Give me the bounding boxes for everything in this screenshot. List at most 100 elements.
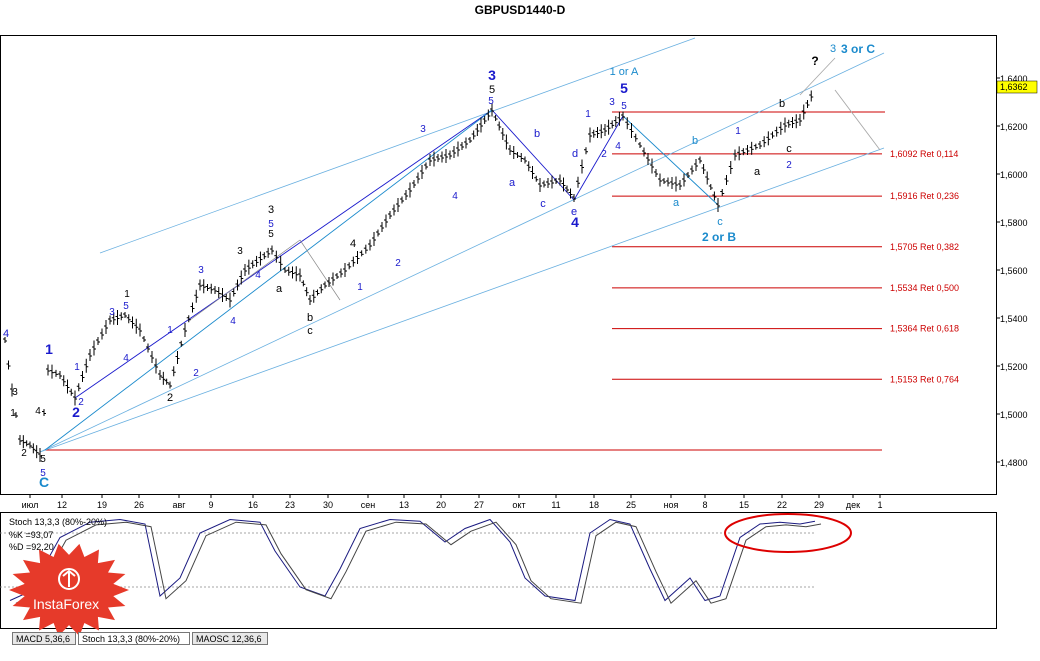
x-tick-label: ноя <box>664 500 679 510</box>
wave-label: 4 <box>571 214 579 230</box>
wave-label: 4 <box>255 270 261 281</box>
tab-stoch[interactable]: Stoch 13,3,3 (80%-20%) <box>78 632 190 645</box>
x-tick-label: 27 <box>474 500 484 510</box>
wave-label: 5 <box>40 468 46 479</box>
wave-label: a <box>754 166 761 178</box>
last-price-badge <box>996 80 1038 94</box>
wave-label: 3 or C <box>841 42 875 56</box>
wave-label: 4 <box>452 191 458 202</box>
x-tick-label: дек <box>846 500 860 510</box>
stochastic-indicator <box>0 518 822 605</box>
price-bars <box>3 90 814 462</box>
wave-label: 1 <box>735 126 741 137</box>
wave-label: a <box>673 197 680 209</box>
highlight-ellipse <box>724 513 852 553</box>
wave-label: b <box>779 98 785 110</box>
channel-line <box>799 57 836 96</box>
y-tick-label: 1,6000 <box>1000 170 1028 180</box>
stoch-d-value: %D =92,20 <box>9 542 54 552</box>
wave-label: 2 <box>193 368 199 379</box>
wave-label: 3 <box>830 43 836 55</box>
wave-label: 1 <box>357 282 363 293</box>
wave-label: 3 <box>109 307 115 318</box>
channel-line <box>299 239 341 301</box>
wave-label: a <box>509 177 516 189</box>
x-tick-label: 15 <box>739 500 749 510</box>
wave-label: 4 <box>35 406 41 417</box>
wave-label: 2 <box>78 397 84 408</box>
y-tick-label: 1,5600 <box>1000 266 1028 276</box>
x-tick-label: 12 <box>57 500 67 510</box>
wave-label: 2 <box>72 404 80 420</box>
channel-line <box>491 109 575 201</box>
x-tick-label: 8 <box>702 500 707 510</box>
wave-label: 3 <box>488 67 496 83</box>
wave-label: c <box>307 325 313 337</box>
x-tick-label: 20 <box>436 500 446 510</box>
y-tick-label: 1,5000 <box>1000 410 1028 420</box>
wave-label: 4 <box>230 316 236 327</box>
y-tick-label: 1,4800 <box>1000 458 1028 468</box>
wave-label: 1 <box>124 289 130 300</box>
channel-line <box>189 239 301 321</box>
channel-line <box>573 115 624 201</box>
wave-label: 1 <box>45 341 53 357</box>
wave-label: 2 <box>167 392 173 404</box>
x-tick-label: 13 <box>399 500 409 510</box>
wave-label: 5 <box>268 229 274 240</box>
y-tick-label: 1,5400 <box>1000 314 1028 324</box>
wave-label: b <box>307 312 313 324</box>
x-tick-label: авг <box>172 500 186 510</box>
wave-label: 1 <box>10 408 16 419</box>
wave-label: 1 <box>74 362 80 373</box>
wave-label: c <box>540 198 546 210</box>
date-axis: июл 12 19 26 авг 9 16 23 30 сен 13 20 27 окт 11 18 25 ноя… <box>22 494 883 510</box>
wave-label: 5 <box>268 219 274 230</box>
tab-maosc[interactable]: MAOSC 12,36,6 <box>192 632 268 645</box>
wave-label: b <box>534 128 540 140</box>
wave-label: 3 <box>609 97 615 108</box>
x-tick-label: 22 <box>777 500 787 510</box>
wave-label: 3 <box>268 204 274 216</box>
tab-macd[interactable]: MACD 5,36,6 <box>12 632 76 645</box>
wave-label: 5 <box>488 96 494 107</box>
x-tick-label: 25 <box>626 500 636 510</box>
main-plot-frame <box>0 35 997 495</box>
stoch-title: Stoch 13,3,3 (80%-20%) <box>9 517 107 527</box>
fib-label: 1,5153 Ret 0,764 <box>890 374 959 384</box>
wave-label: c <box>717 216 723 228</box>
wave-label: C <box>39 474 49 490</box>
trend-channels <box>39 37 885 453</box>
indicator-tabs: MACD 5,36,6 Stoch 13,3,3 (80%-20%) MAOSC… <box>0 632 1040 646</box>
wave-label: 2 <box>601 149 607 160</box>
stoch-plot-frame <box>0 512 997 629</box>
wave-label: b <box>692 135 698 147</box>
wave-label: 3 <box>198 265 204 276</box>
logo-text: InstaForex <box>33 596 99 612</box>
x-tick-label: 23 <box>285 500 295 510</box>
y-tick-label: 1,6400 <box>1000 74 1028 84</box>
fib-label: 1,5916 Ret 0,236 <box>890 191 959 201</box>
wave-label: 2 <box>786 160 792 171</box>
x-tick-label: 29 <box>814 500 824 510</box>
channel-line <box>44 109 493 451</box>
channel-line <box>39 52 885 453</box>
last-price-label: 1,6362 <box>1000 82 1028 92</box>
y-tick-label: 1,5200 <box>1000 362 1028 372</box>
wave-labels: 4123455C112231541223434355abc41234355abc… <box>3 42 875 490</box>
y-tick-label: 1,6200 <box>1000 122 1028 132</box>
x-tick-label: 1 <box>877 500 882 510</box>
wave-label: 5 <box>40 454 46 465</box>
wave-label: 1 <box>585 109 591 120</box>
wave-label: 1 or A <box>610 66 639 78</box>
logo-emblem-icon <box>58 568 80 590</box>
x-tick-label: 9 <box>208 500 213 510</box>
channel-line <box>834 89 881 151</box>
wave-label: 3 <box>420 124 426 135</box>
fib-levels: 1,6092 Ret 0,114 1,5916 Ret 0,236 1,5705 R… <box>45 111 959 451</box>
logo-arrow-icon <box>62 569 76 587</box>
fib-label: 1,5364 Ret 0,618 <box>890 324 959 334</box>
x-tick-label: 19 <box>97 500 107 510</box>
y-tick-label: 1,5800 <box>1000 218 1028 228</box>
